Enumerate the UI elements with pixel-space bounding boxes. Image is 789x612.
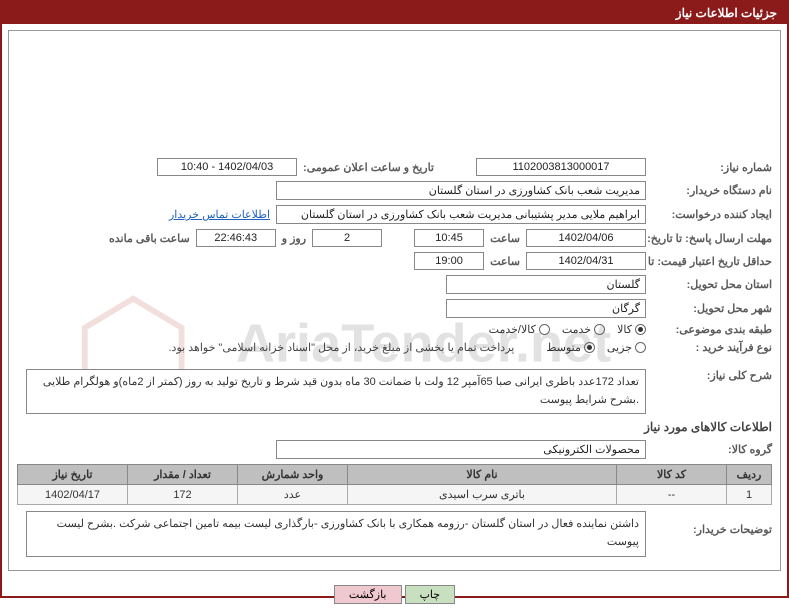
radio-icon — [539, 324, 550, 335]
deadline-send-date: 1402/04/06 — [526, 229, 646, 247]
validity-label: حداقل تاریخ اعتبار قیمت: تا تاریخ: — [652, 255, 772, 268]
validity-date: 1402/04/31 — [526, 252, 646, 270]
main-window: جزئیات اطلاعات نیاز AriaTender.net شماره… — [0, 0, 789, 598]
need-no-label: شماره نیاز: — [652, 161, 772, 174]
province-value: گلستان — [446, 275, 646, 294]
td-qty: 172 — [128, 485, 238, 505]
payment-note: پرداخت تمام یا بخشی از مبلغ خرید، از محل… — [169, 341, 515, 354]
th-code: کد کالا — [617, 465, 727, 485]
announce-value: 1402/04/03 - 10:40 — [157, 158, 297, 176]
requester-label: ایجاد کننده درخواست: — [652, 208, 772, 221]
buyer-value: مدیریت شعب بانک کشاورزی در استان گلستان — [276, 181, 646, 200]
td-unit: عدد — [238, 485, 348, 505]
th-name: نام کالا — [348, 465, 617, 485]
th-date: تاریخ نیاز — [18, 465, 128, 485]
buy-opt-medium[interactable]: متوسط — [546, 341, 595, 354]
time-label-1: ساعت — [490, 232, 520, 245]
overview-text: تعداد 172عدد باطری ایرانی صبا 65آمپر 12 … — [26, 369, 646, 414]
time-label-2: ساعت — [490, 255, 520, 268]
need-no-value: 1102003813000017 — [476, 158, 646, 176]
td-row: 1 — [727, 485, 772, 505]
print-button[interactable]: چاپ — [405, 585, 456, 604]
hours-remaining: 22:46:43 — [196, 229, 276, 247]
class-opt-both[interactable]: کالا/خدمت — [489, 323, 550, 336]
class-opt-khedmat[interactable]: خدمت — [562, 323, 605, 336]
group-label: گروه کالا: — [652, 443, 772, 456]
deadline-send-label: مهلت ارسال پاسخ: تا تاریخ: — [652, 232, 772, 245]
td-name: باتری سرب اسیدی — [348, 485, 617, 505]
class-label: طبقه بندی موضوعی: — [652, 323, 772, 336]
group-value: محصولات الکترونیکی — [276, 440, 646, 459]
overview-label: شرح کلی نیاز: — [652, 369, 772, 382]
td-date: 1402/04/17 — [18, 485, 128, 505]
deadline-send-time: 10:45 — [414, 229, 484, 247]
back-button[interactable]: بازگشت — [334, 585, 402, 604]
buyer-label: نام دستگاه خریدار: — [652, 184, 772, 197]
th-row: ردیف — [727, 465, 772, 485]
td-code: -- — [617, 485, 727, 505]
radio-icon — [635, 324, 646, 335]
content-frame: AriaTender.net شماره نیاز: 1102003813000… — [8, 30, 781, 571]
city-label: شهر محل تحویل: — [652, 302, 772, 315]
buy-type-radio-group: جزیی متوسط — [546, 341, 646, 354]
days-text: روز و — [282, 232, 306, 245]
class-radio-group: کالا خدمت کالا/خدمت — [489, 323, 646, 336]
days-remaining: 2 — [312, 229, 382, 247]
goods-section-title: اطلاعات کالاهای مورد نیاز — [17, 420, 772, 434]
th-qty: تعداد / مقدار — [128, 465, 238, 485]
remaining-text: ساعت باقی مانده — [109, 232, 190, 245]
buyer-contact-link[interactable]: اطلاعات تماس خریدار — [169, 208, 270, 221]
buy-opt-partial[interactable]: جزیی — [607, 341, 646, 354]
th-unit: واحد شمارش — [238, 465, 348, 485]
requester-value: ابراهیم ملایی مدیر پشتیبانی مدیریت شعب ب… — [276, 205, 646, 224]
radio-icon — [594, 324, 605, 335]
announce-label: تاریخ و ساعت اعلان عمومی: — [303, 161, 434, 174]
province-label: استان محل تحویل: — [652, 278, 772, 291]
goods-table: ردیف کد کالا نام کالا واحد شمارش تعداد /… — [17, 464, 772, 505]
buyer-notes-label: توضیحات خریدار: — [652, 511, 772, 536]
class-opt-kala[interactable]: کالا — [617, 323, 646, 336]
window-title: جزئیات اطلاعات نیاز — [2, 2, 787, 24]
table-header-row: ردیف کد کالا نام کالا واحد شمارش تعداد /… — [18, 465, 772, 485]
buyer-notes-text: داشتن نماینده فعال در استان گلستان -رزوم… — [26, 511, 646, 556]
buy-type-label: نوع فرآیند خرید : — [652, 341, 772, 354]
radio-icon — [635, 342, 646, 353]
validity-time: 19:00 — [414, 252, 484, 270]
table-row: 1 -- باتری سرب اسیدی عدد 172 1402/04/17 — [18, 485, 772, 505]
city-value: گرگان — [446, 299, 646, 318]
radio-icon — [584, 342, 595, 353]
button-row: چاپ بازگشت — [2, 577, 787, 612]
